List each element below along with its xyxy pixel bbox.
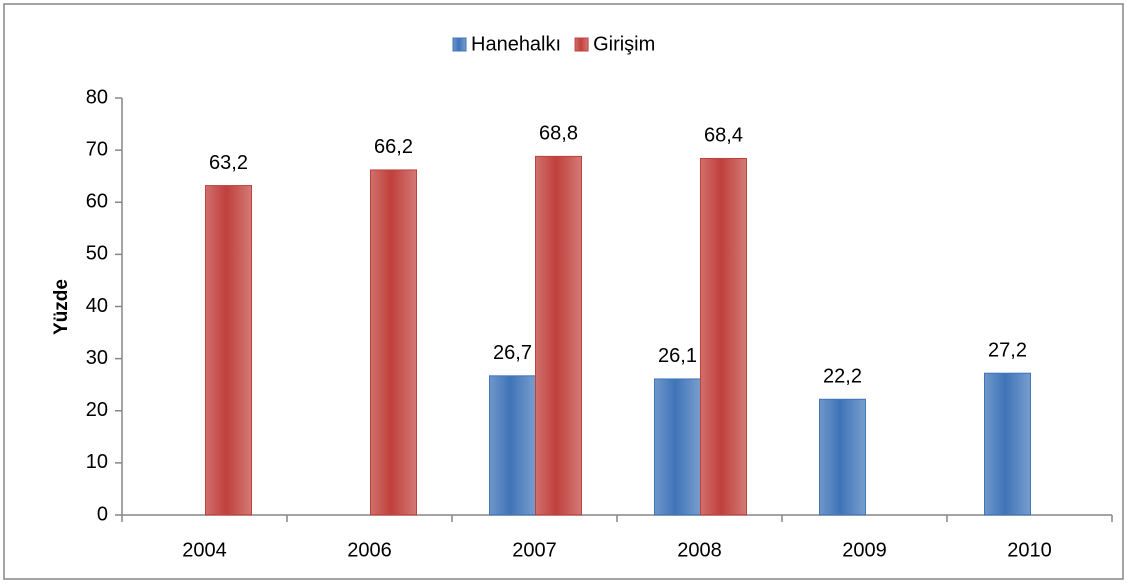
bar bbox=[535, 155, 582, 516]
legend-label: Girişim bbox=[593, 33, 655, 55]
x-tick-label: 2004 bbox=[182, 539, 227, 561]
y-tick-label: 50 bbox=[86, 243, 108, 265]
x-tick-label: 2008 bbox=[677, 539, 722, 561]
legend-label: Hanehalkı bbox=[471, 33, 561, 55]
x-tick-label: 2007 bbox=[512, 539, 557, 561]
x-tick-label: 2009 bbox=[842, 539, 887, 561]
bar bbox=[984, 372, 1031, 516]
y-tick-label: 40 bbox=[86, 295, 108, 317]
y-tick-label: 30 bbox=[86, 347, 108, 369]
y-tick-label: 60 bbox=[86, 191, 108, 213]
y-tick-label: 80 bbox=[86, 86, 108, 108]
data-label: 63,2 bbox=[209, 152, 248, 174]
x-tick-label: 2006 bbox=[347, 539, 392, 561]
legend-swatch bbox=[452, 37, 467, 52]
bar bbox=[205, 185, 252, 516]
legend-swatch bbox=[574, 37, 589, 52]
data-label: 68,8 bbox=[539, 123, 578, 145]
data-label: 27,2 bbox=[988, 340, 1027, 362]
bar bbox=[700, 157, 747, 516]
data-label: 26,7 bbox=[493, 342, 532, 364]
y-tick-label: 20 bbox=[86, 399, 108, 421]
y-tick-label: 70 bbox=[86, 138, 108, 160]
bar bbox=[489, 375, 536, 516]
y-tick-label: 10 bbox=[86, 451, 108, 473]
data-label: 66,2 bbox=[374, 136, 413, 158]
data-label: 22,2 bbox=[823, 366, 862, 388]
x-tick-label: 2010 bbox=[1007, 539, 1052, 561]
data-label: 68,4 bbox=[704, 125, 743, 147]
data-label: 26,1 bbox=[658, 345, 697, 367]
bar bbox=[819, 398, 866, 516]
bar bbox=[370, 169, 417, 516]
y-axis-label: Yüzde bbox=[51, 279, 72, 335]
bar bbox=[654, 378, 701, 516]
y-tick-label: 0 bbox=[97, 503, 108, 525]
